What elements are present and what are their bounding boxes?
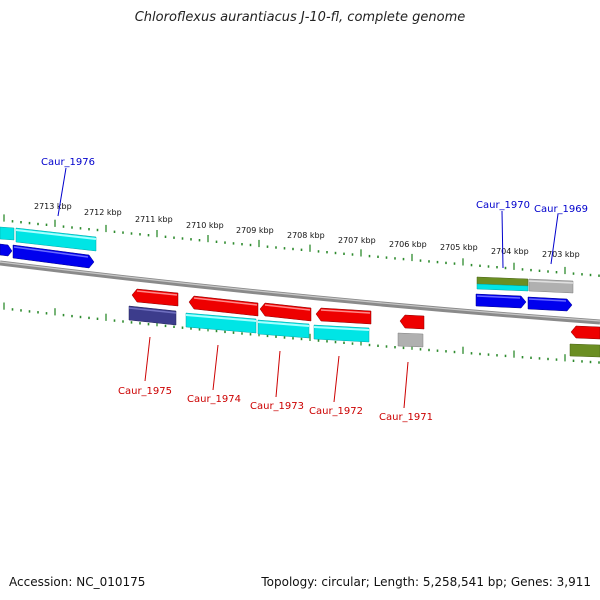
gene-label-reverse[interactable]: Caur_1974 bbox=[187, 394, 241, 405]
gene-highlight bbox=[128, 307, 177, 314]
kbp-label: 2708 kbp bbox=[287, 231, 325, 240]
gene-highlight bbox=[313, 326, 370, 331]
leader-line bbox=[144, 336, 151, 382]
kbp-label: 2703 kbp bbox=[542, 250, 580, 259]
kbp-label: 2709 kbp bbox=[236, 226, 274, 235]
gene-labels: Caur_1976 Caur_1970 Caur_1969 Caur_1975 … bbox=[41, 157, 588, 423]
kbp-label: 2707 kbp bbox=[338, 236, 376, 245]
gene-label-forward[interactable]: Caur_1969 bbox=[534, 204, 588, 215]
leader-line bbox=[275, 350, 281, 398]
gene-navy[interactable] bbox=[128, 305, 177, 326]
leader-line bbox=[57, 167, 67, 217]
accession-label: Accession: NC_010175 bbox=[9, 575, 146, 589]
gene-highlight bbox=[193, 297, 258, 306]
genome-summary: Topology: circular; Length: 5,258,541 bp… bbox=[261, 575, 591, 589]
leader-line bbox=[333, 355, 340, 403]
gene-highlight bbox=[528, 280, 574, 284]
gene-highlight bbox=[476, 295, 521, 299]
forward-strand-genes bbox=[0, 226, 574, 312]
gene-label-forward[interactable]: Caur_1976 bbox=[41, 157, 95, 168]
kbp-label: 2706 kbp bbox=[389, 240, 427, 249]
kbp-label: 2712 kbp bbox=[84, 208, 122, 217]
leader-line bbox=[501, 210, 504, 269]
kbp-label: 2705 kbp bbox=[440, 243, 478, 252]
map-title: Chloroflexus aurantiacus J-10-fl, comple… bbox=[134, 10, 466, 25]
kbp-labels: 2713 kbp 2712 kbp 2711 kbp 2710 kbp 2709… bbox=[34, 202, 580, 259]
gene-blue[interactable] bbox=[12, 244, 95, 269]
gene-red[interactable] bbox=[570, 325, 600, 340]
gene-red[interactable] bbox=[399, 314, 425, 330]
upper-tick-row bbox=[3, 214, 600, 277]
leader-line bbox=[212, 344, 219, 391]
gene-olive[interactable] bbox=[569, 343, 600, 358]
genome-backbone-highlight bbox=[0, 261, 600, 322]
gene-red[interactable] bbox=[188, 295, 259, 317]
label-leaders bbox=[57, 167, 559, 409]
leader-line bbox=[403, 361, 409, 409]
gene-highlight bbox=[264, 304, 311, 311]
gene-highlight bbox=[528, 298, 567, 302]
kbp-label: 2711 kbp bbox=[135, 215, 173, 224]
gene-highlight bbox=[15, 229, 97, 240]
kbp-label: 2704 kbp bbox=[491, 247, 529, 256]
gene-highlight bbox=[320, 309, 371, 314]
gene-cyan[interactable] bbox=[185, 312, 257, 334]
gene-highlight bbox=[13, 246, 89, 258]
gene-label-reverse[interactable]: Caur_1973 bbox=[250, 401, 304, 412]
gene-cyan[interactable] bbox=[476, 283, 529, 292]
gene-red[interactable] bbox=[259, 302, 312, 322]
kbp-label: 2710 kbp bbox=[186, 221, 224, 230]
gene-label-reverse[interactable]: Caur_1972 bbox=[309, 406, 363, 417]
genome-backbone bbox=[0, 260, 600, 325]
kbp-label: 2713 kbp bbox=[34, 202, 72, 211]
gene-highlight bbox=[136, 290, 178, 296]
gene-label-forward[interactable]: Caur_1970 bbox=[476, 200, 530, 211]
gene-cyan[interactable] bbox=[15, 227, 97, 252]
gene-highlight bbox=[185, 314, 257, 322]
leader-line bbox=[550, 213, 559, 265]
gene-highlight bbox=[257, 321, 310, 327]
gene-blue[interactable] bbox=[0, 243, 13, 257]
gene-label-reverse[interactable]: Caur_1975 bbox=[118, 386, 172, 397]
gene-label-reverse[interactable]: Caur_1971 bbox=[379, 412, 433, 423]
gene-grey[interactable] bbox=[397, 332, 424, 348]
gene-cyan[interactable] bbox=[0, 226, 15, 241]
reverse-strand-genes bbox=[128, 288, 600, 358]
